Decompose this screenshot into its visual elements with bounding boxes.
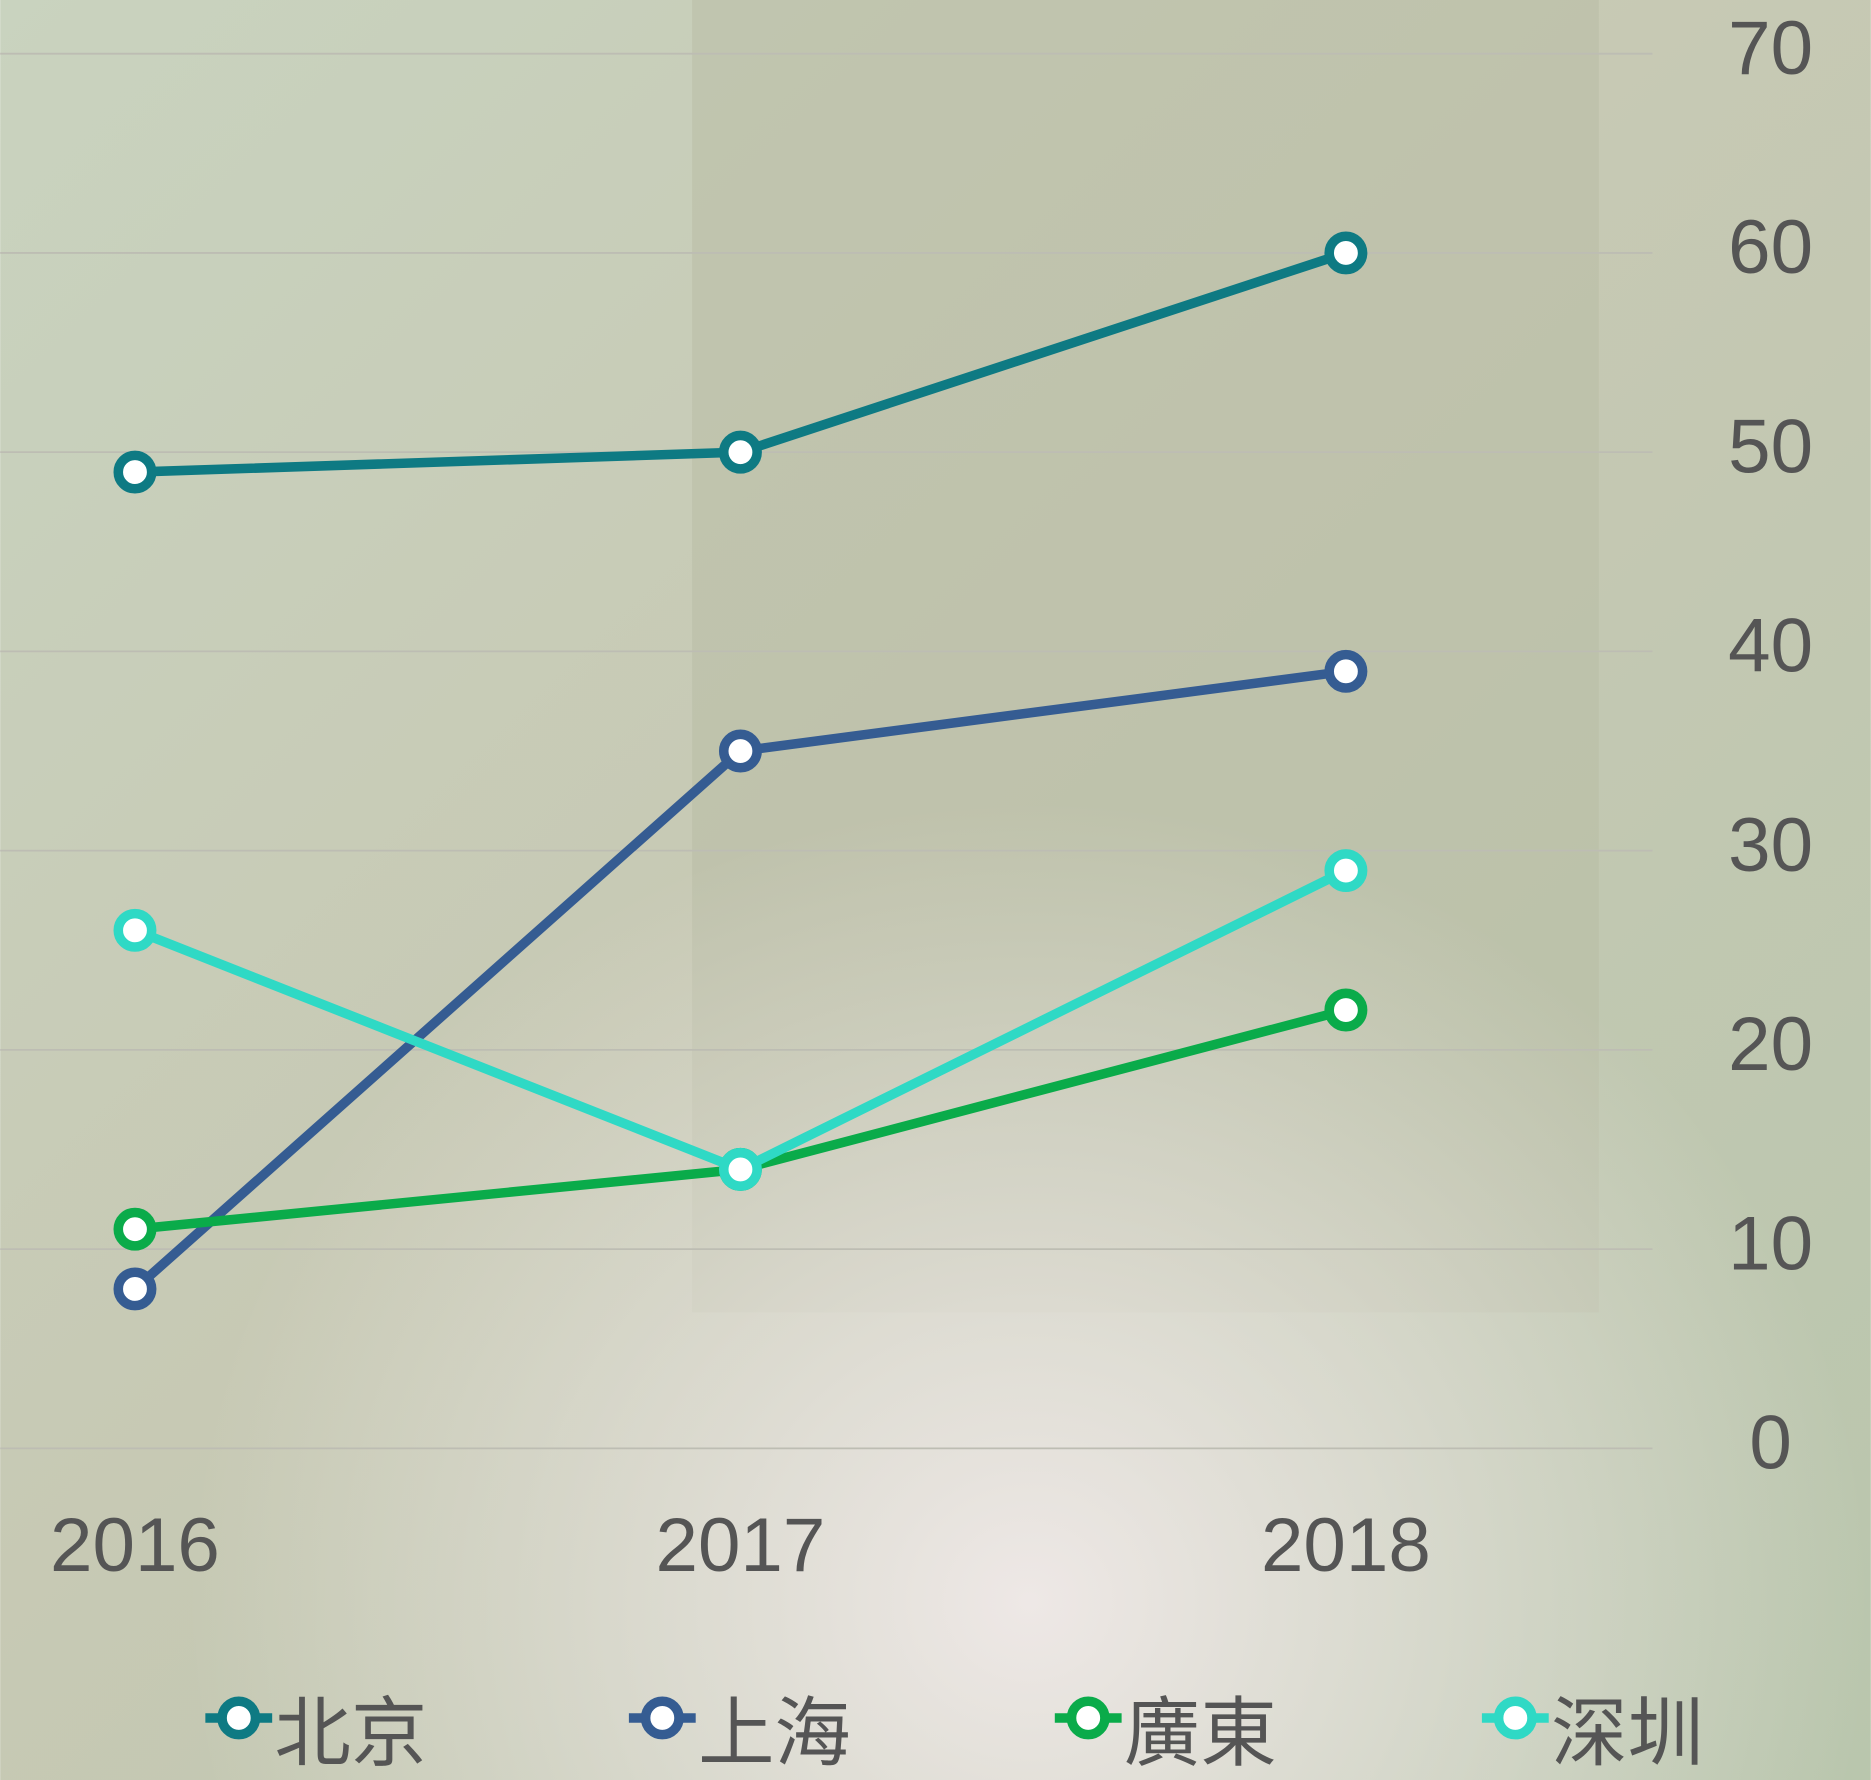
data-point	[118, 914, 151, 947]
data-point	[1329, 854, 1362, 887]
x-tick-label: 2017	[656, 1503, 826, 1588]
y-tick-label: 60	[1728, 205, 1813, 290]
y-tick-label: 40	[1728, 604, 1813, 689]
legend-label: 廣東	[1124, 1692, 1277, 1777]
data-point	[724, 435, 757, 468]
photo-overlay	[0, 0, 1871, 1780]
legend-marker	[1072, 1701, 1105, 1734]
x-tick-label: 2016	[50, 1503, 220, 1588]
legend-label: 上海	[698, 1692, 851, 1777]
data-point	[118, 1212, 151, 1245]
data-point	[118, 455, 151, 488]
data-point	[1329, 236, 1362, 269]
y-tick-label: 20	[1728, 1002, 1813, 1087]
legend-marker	[646, 1701, 679, 1734]
data-point	[1329, 655, 1362, 688]
data-point	[118, 1272, 151, 1305]
data-point	[724, 734, 757, 767]
x-tick-label: 2018	[1261, 1503, 1431, 1588]
y-tick-label: 10	[1728, 1201, 1813, 1286]
legend-marker	[222, 1701, 255, 1734]
y-tick-label: 50	[1728, 404, 1813, 489]
chart: 0 10 20 30 40 50 60 70 2016 2017 2018 北京 上海 廣東 深圳	[0, 0, 1871, 1780]
y-tick-label: 0	[1749, 1401, 1791, 1486]
y-tick-label: 30	[1728, 803, 1813, 888]
y-tick-label: 70	[1728, 6, 1813, 91]
legend-marker	[1499, 1701, 1532, 1734]
legend-label: 深圳	[1551, 1692, 1704, 1777]
legend-label: 北京	[275, 1692, 428, 1777]
data-point	[1329, 993, 1362, 1026]
data-point	[724, 1153, 757, 1186]
